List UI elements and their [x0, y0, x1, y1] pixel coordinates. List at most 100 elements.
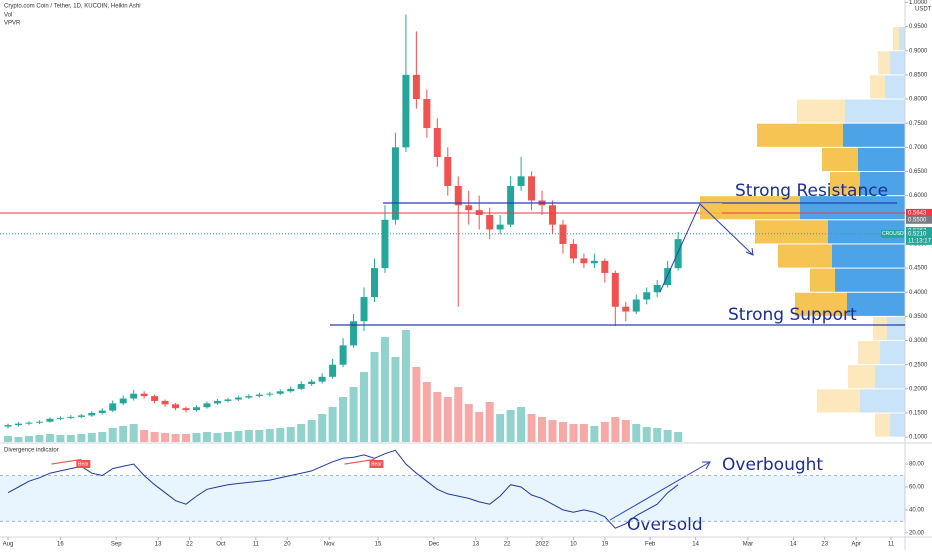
price-tag-label: 0.5500: [908, 217, 927, 223]
osc-band: [0, 475, 905, 522]
vpvr-down: [797, 99, 845, 123]
candle-body: [391, 147, 399, 220]
x-tick-label: 22: [504, 542, 511, 548]
candle-body: [360, 297, 368, 322]
candle-body: [590, 260, 598, 264]
x-tick-label: 14: [790, 542, 797, 548]
vpvr-down: [858, 341, 880, 365]
volume-bar: [422, 382, 431, 442]
x-tick-label: Nov: [324, 542, 335, 548]
candle-body: [653, 285, 661, 293]
volume-bar: [579, 424, 588, 442]
vpvr-down: [873, 316, 887, 341]
candle-body: [548, 205, 556, 225]
vpvr-up: [835, 268, 905, 292]
candle-body: [109, 403, 117, 411]
vpvr-down: [700, 196, 800, 220]
candle-body: [98, 410, 106, 414]
candle-body: [496, 224, 504, 230]
countdown-label: 11:13:17: [908, 238, 932, 244]
osc-y-tick-label: 40.00: [909, 507, 925, 513]
volume-bar: [653, 428, 662, 442]
signal-label: Bear: [78, 461, 89, 467]
volume-bar: [182, 434, 191, 442]
vpvr-up: [899, 27, 905, 51]
volume-bar: [119, 426, 128, 442]
vpvr-down: [830, 171, 860, 196]
candle-body: [632, 299, 640, 312]
volume-bar: [35, 435, 44, 442]
y-tick-label: 0.2000: [909, 386, 928, 392]
volume-bar: [370, 352, 379, 442]
volume-bar: [318, 414, 327, 442]
volume-bar: [632, 424, 641, 442]
symbol-tag: [881, 229, 904, 238]
volume-bar: [202, 432, 211, 442]
vpvr-down: [778, 244, 832, 268]
osc-y-tick-label: 60.00: [909, 485, 925, 491]
volume-bar: [223, 432, 232, 442]
x-tick-label: Oct: [216, 542, 226, 548]
y-tick-label: 0.3000: [909, 338, 928, 344]
candle-body: [4, 425, 12, 427]
volume-bar: [192, 433, 201, 442]
volume-bar: [56, 435, 65, 442]
vpvr-up: [887, 316, 905, 341]
volume-bar: [66, 435, 75, 442]
candle-body: [569, 243, 577, 259]
vpvr-up: [832, 244, 905, 268]
vpvr-up: [845, 99, 905, 123]
osc-y-tick-label: 20.00: [909, 530, 925, 536]
axis-unit: USDT: [915, 7, 932, 13]
volume-bar: [569, 424, 578, 442]
signal-label: Bear: [371, 461, 382, 467]
x-tick-label: Apr: [851, 542, 860, 548]
candle-body: [297, 384, 305, 389]
y-tick-label: 0.8000: [909, 97, 928, 103]
volume-bar: [98, 432, 107, 442]
vpvr-up: [885, 75, 905, 99]
y-tick-label: 1.0000: [909, 0, 928, 6]
candle-body: [161, 400, 169, 405]
volume-bar: [213, 433, 222, 442]
candle-body: [130, 393, 138, 399]
volume-bar: [380, 337, 389, 442]
volume-bar: [87, 433, 96, 442]
indicator-name: Vol: [4, 13, 12, 19]
vpvr-up: [800, 196, 905, 220]
x-tick-label: 11: [888, 542, 895, 548]
x-tick-label: 2022: [535, 542, 549, 548]
volume-bar: [265, 429, 274, 442]
x-tick-label: 11: [253, 542, 260, 548]
y-tick-label: 0.3500: [909, 314, 928, 320]
candle-body: [318, 376, 326, 382]
signal-tag: [76, 460, 91, 468]
x-tick-label: 10: [570, 542, 577, 548]
annotation: Oversold: [627, 515, 703, 535]
candle-body: [412, 74, 420, 100]
y-tick-label: 0.4500: [909, 266, 928, 272]
candle-body: [507, 185, 515, 225]
volume-bar: [454, 387, 463, 442]
x-tick-label: 22: [186, 542, 193, 548]
volume-bar: [150, 432, 159, 442]
volume-bar: [443, 397, 452, 442]
vpvr-down: [875, 413, 890, 437]
volume-bar: [412, 367, 421, 442]
price-tag-label: 0.5643: [908, 210, 927, 216]
y-tick-label: 0.9500: [909, 24, 928, 30]
volume-bar: [590, 426, 599, 442]
vpvr-up: [890, 51, 905, 75]
annotation: Strong Resistance: [735, 181, 888, 201]
y-tick-label: 0.7500: [909, 121, 928, 127]
volume-bar: [558, 422, 567, 442]
vpvr-down: [822, 147, 858, 171]
price-tag-label: 0.5210: [908, 231, 927, 237]
volume-bar: [297, 424, 306, 442]
vpvr-up: [860, 171, 905, 196]
candle-body: [433, 128, 441, 157]
x-tick-label: 13: [472, 542, 479, 548]
osc-y-tick-label: 80.00: [909, 462, 925, 468]
